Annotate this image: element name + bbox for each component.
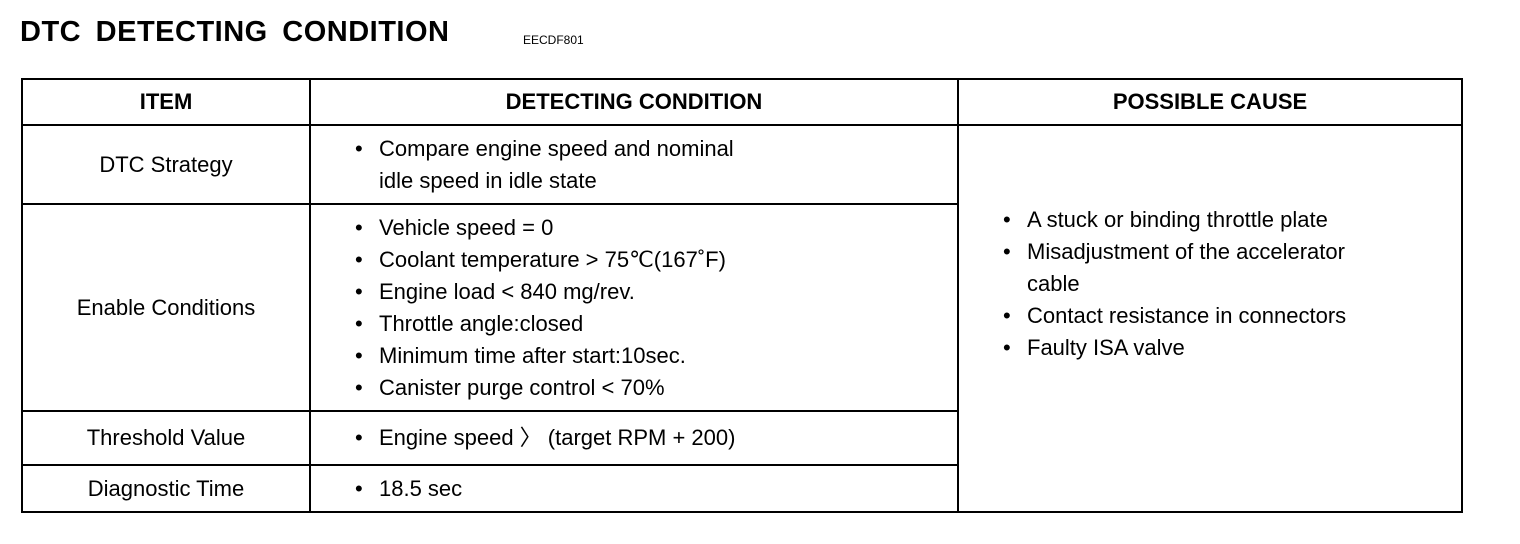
header-cause: POSSIBLE CAUSE [957, 78, 1463, 126]
condition-line: idle speed in idle state [379, 167, 597, 193]
dtc-table: ITEM DETECTING CONDITION POSSIBLE CAUSE … [21, 78, 1463, 513]
condition-line: Engine speed 〉 (target RPM + 200) [311, 422, 957, 454]
item-cell: Threshold Value [21, 410, 311, 466]
cause-item-continuation: cable [1027, 270, 1080, 296]
table-row: Diagnostic Time 18.5 sec [21, 464, 1462, 513]
condition-cell: 18.5 sec [309, 464, 959, 513]
item-cell: Enable Conditions [21, 203, 311, 412]
condition-cell: Engine speed 〉 (target RPM + 200) [309, 410, 959, 466]
condition-line: Minimum time after start:10sec. [311, 340, 957, 372]
cause-item: A stuck or binding throttle plate [959, 204, 1461, 236]
condition-line: Engine load < 840 mg/rev. [311, 276, 957, 308]
table-row: Threshold Value Engine speed 〉 (target R… [21, 410, 1462, 466]
table-row: Enable Conditions Vehicle speed = 0 Cool… [21, 203, 1462, 412]
section-title: DTC DETECTING CONDITION [20, 16, 450, 48]
condition-line: Vehicle speed = 0 [311, 212, 957, 244]
document-code: EECDF801 [523, 33, 584, 47]
item-cell: Diagnostic Time [21, 464, 311, 513]
header-row: ITEM DETECTING CONDITION POSSIBLE CAUSE [21, 78, 1463, 126]
item-cell: DTC Strategy [21, 124, 311, 205]
cause-item: Contact resistance in connectors [959, 300, 1461, 332]
possible-cause-cell: A stuck or binding throttle plate Misadj… [957, 124, 1463, 513]
condition-cell: Compare engine speed and nominal idle sp… [309, 124, 959, 205]
header-item: ITEM [21, 78, 311, 126]
cause-item: Faulty ISA valve [959, 332, 1461, 364]
cause-item: Misadjustment of the accelerator [959, 236, 1461, 268]
condition-line: 18.5 sec [311, 473, 957, 505]
condition-cell: Vehicle speed = 0 Coolant temperature > … [309, 203, 959, 412]
condition-line: Coolant temperature > 75℃(167˚F) [311, 244, 957, 276]
condition-line: Throttle angle:closed [311, 308, 957, 340]
condition-line: Compare engine speed and nominal [311, 133, 957, 165]
condition-line: Canister purge control < 70% [311, 372, 957, 404]
table-row: DTC Strategy Compare engine speed and no… [21, 124, 1463, 513]
header-condition: DETECTING CONDITION [309, 78, 959, 126]
